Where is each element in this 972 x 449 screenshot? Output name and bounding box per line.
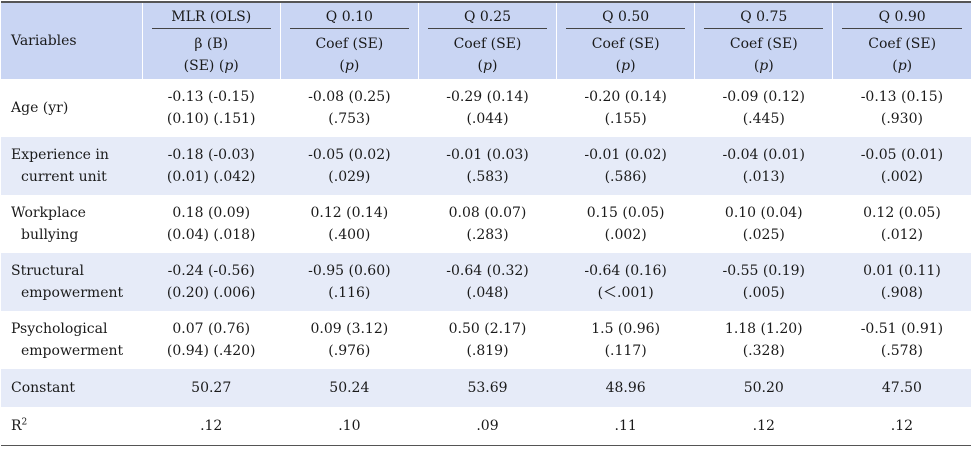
subheader-line2: (SE) (p) [183,58,239,74]
row-label: Experience in current unit [1,137,143,195]
subheader-line2: (p) [477,58,498,74]
table-row: Workplace bullying 0.18 (0.09) (0.04) (.018… [1,195,971,253]
subheader-line1: Coef (SE) [315,36,384,52]
header-row-sub: β (B) (SE) (p) Coef (SE) (p) Coef (SE) (p) Coe… [1,31,971,79]
subheader-line1: Coef (SE) [591,36,660,52]
subheader-line2: (p) [753,58,774,74]
table-cell: 50.20 [694,369,833,407]
table-cell: .10 [280,407,419,446]
table-cell: 0.09 (3.12) (.976) [310,321,389,359]
table-cell: -0.08 (0.25) (.753) [308,89,391,127]
table-row: Age (yr) -0.13 (-0.15) (0.10) (.151) -0.08 … [1,79,971,137]
table-cell: 0.08 (0.07) (.283) [448,205,527,243]
subheader-line2: (p) [339,58,360,74]
subheader-line2: (p) [892,58,913,74]
table-cell: 50.24 [280,369,419,407]
table-cell: .09 [418,407,557,446]
header-row-groups: Variables MLR (OLS) Q 0.10 Q 0.25 Q 0.50… [1,1,971,79]
subheader-cell: Coef (SE) (p) [832,31,971,79]
table-cell: -0.64 (0.32) (.048) [418,253,557,311]
table-cell: 0.50 (2.17) (.819) [448,321,527,359]
constant-row: Constant 50.27 50.24 53.69 48.96 50.20 47.50 [1,369,971,407]
row-label: R2 [1,407,143,446]
table-cell: -0.20 (0.14) (.155) [584,89,667,127]
r2-row: R2.12.10.09.11.12.12 [1,407,971,446]
row-label: Age (yr) [11,100,69,116]
table-cell: 50.27 [142,369,281,407]
table-row: Experience in current unit -0.18 (-0.03) (0… [1,137,971,195]
table-row: Psychological empowerment 0.07 (0.76) (0.94… [1,311,971,369]
table-cell: -0.18 (-0.03) (0.01) (.042) [142,137,281,195]
subheader-line1: β (B) [194,36,229,52]
table-cell: 0.01 (0.11) (.908) [832,253,971,311]
table-cell: -0.05 (0.02) (.029) [280,137,419,195]
subheader-cell: Coef (SE) (p) [556,31,695,79]
table-cell: -0.05 (0.01) (.002) [832,137,971,195]
table-cell: -0.04 (0.01) (.013) [694,137,833,195]
subheader-cell: Coef (SE) (p) [694,31,833,79]
group-header-q090: Q 0.90 [832,1,971,31]
table-cell: 0.12 (0.05) (.012) [863,205,941,243]
table-cell: .12 [694,407,833,446]
table-cell: -0.13 (0.15) (.930) [860,89,944,127]
row-label: Structural empowerment [1,253,143,311]
row-label: Constant [1,369,143,407]
table-cell: -0.55 (0.19) (.005) [694,253,833,311]
group-header-mlr: MLR (OLS) [141,1,281,31]
subheader-cell: Coef (SE) (p) [417,31,557,79]
group-header-q075: Q 0.75 [694,1,833,31]
table-cell: 1.5 (0.96) (.117) [591,321,661,359]
row-label: Psychological empowerment [11,321,124,359]
table-cell: 0.07 (0.76) (0.94) (.420) [166,321,256,359]
table-cell: .12 [142,407,281,446]
table-cell: -0.95 (0.60) (.116) [280,253,419,311]
table-cell: -0.13 (-0.15) (0.10) (.151) [166,89,256,127]
table-cell: .12 [832,407,971,446]
subheader-line1: Coef (SE) [868,36,937,52]
table-cell: 0.12 (0.14) (.400) [310,205,389,243]
table-cell: 47.50 [832,369,971,407]
subheader-line1: Coef (SE) [453,36,522,52]
table-cell: 0.10 (0.04) (.025) [724,205,803,243]
table-cell: 0.18 (0.09) (0.04) (.018) [166,205,256,243]
group-header-q025: Q 0.25 [417,1,557,31]
row-label: Workplace bullying [11,205,86,243]
subheader-line1: Coef (SE) [729,36,798,52]
table-cell: 0.15 (0.05) (.002) [586,205,665,243]
table-cell: -0.51 (0.91) (.578) [860,321,944,359]
table-cell: -0.01 (0.02) (.586) [556,137,695,195]
table-row: Structural empowerment -0.24 (-0.56) (0.20)… [1,253,971,311]
table-body: Age (yr) -0.13 (-0.15) (0.10) (.151) -0.08 … [1,79,971,446]
variables-header: Variables [1,1,143,79]
table-cell: 53.69 [418,369,557,407]
table-cell: -0.24 (-0.56) (0.20) (.006) [142,253,281,311]
subheader-line2: (p) [615,58,636,74]
table-cell: -0.29 (0.14) (.044) [446,89,529,127]
table-cell: -0.09 (0.12) (.445) [722,89,805,127]
subheader-cell: Coef (SE) (p) [279,31,419,79]
table-cell: .11 [556,407,695,446]
table-cell: -0.01 (0.03) (.583) [418,137,557,195]
group-header-q010: Q 0.10 [279,1,419,31]
table-cell: -0.64 (0.16) (＜.001) [556,253,695,311]
table-cell: 48.96 [556,369,695,407]
table-cell: 1.18 (1.20) (.328) [724,321,803,359]
group-header-q050: Q 0.50 [556,1,695,31]
subheader-cell: β (B) (SE) (p) [141,31,281,79]
